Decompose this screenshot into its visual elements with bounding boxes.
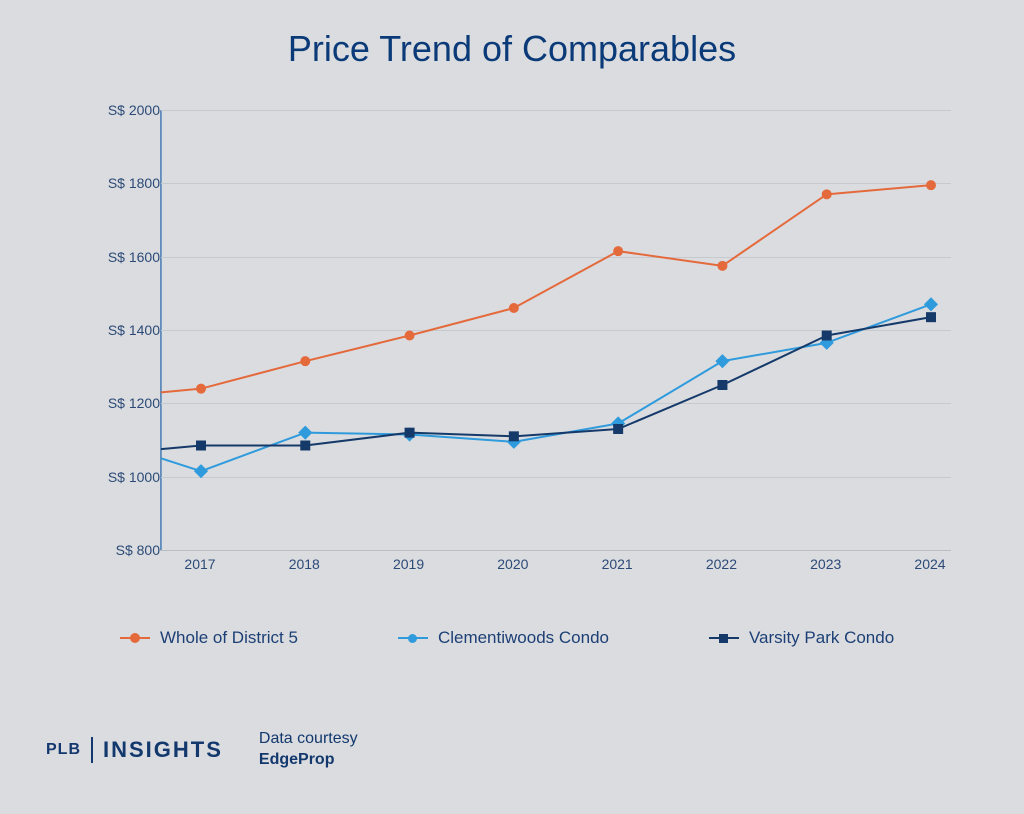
x-axis-label: 2022 — [706, 556, 737, 572]
page-root: Price Trend of Comparables S$ 800 S$ 1000… — [0, 0, 1024, 814]
series-marker — [300, 441, 310, 451]
series-marker — [715, 354, 729, 368]
series-marker — [717, 261, 727, 271]
series-marker — [613, 246, 623, 256]
x-axis-label: 2018 — [289, 556, 320, 572]
legend-swatch-district5 — [120, 637, 150, 639]
series-marker — [509, 303, 519, 313]
series-marker — [822, 331, 832, 341]
plot-area — [160, 110, 951, 551]
series-line — [161, 185, 931, 392]
chart-lines — [161, 110, 951, 550]
legend: Whole of District 5 Clementiwoods Condo … — [120, 618, 940, 658]
chart-title: Price Trend of Comparables — [0, 28, 1024, 70]
y-axis-label: S$ 1600 — [80, 249, 160, 265]
series-marker — [613, 424, 623, 434]
brand-small: PLB — [46, 741, 81, 759]
courtesy-line1: Data courtesy — [259, 729, 358, 750]
series-marker — [509, 431, 519, 441]
legend-item-district5: Whole of District 5 — [120, 628, 298, 648]
legend-swatch-varsity — [709, 637, 739, 639]
data-courtesy: Data courtesy EdgeProp — [259, 729, 358, 771]
brand-logo: PLB INSIGHTS — [46, 737, 223, 763]
series-marker — [926, 180, 936, 190]
y-axis-label: S$ 2000 — [80, 102, 160, 118]
chart-area: S$ 800 S$ 1000 S$ 1200 S$ 1400 S$ 1600 S$ 180… — [70, 100, 970, 600]
series-marker — [926, 312, 936, 322]
series-marker — [717, 380, 727, 390]
legend-item-clementiwoods: Clementiwoods Condo — [398, 628, 609, 648]
series-marker — [405, 331, 415, 341]
brand-separator — [91, 737, 93, 763]
brand-big: INSIGHTS — [103, 737, 223, 763]
series-marker — [924, 297, 938, 311]
x-axis-label: 2023 — [810, 556, 841, 572]
series-line — [161, 317, 931, 449]
series-marker — [822, 189, 832, 199]
series-marker — [300, 356, 310, 366]
x-axis-label: 2017 — [184, 556, 215, 572]
y-axis-label: S$ 1400 — [80, 322, 160, 338]
series-marker — [196, 384, 206, 394]
series-marker — [194, 464, 208, 478]
y-axis-label: S$ 1200 — [80, 395, 160, 411]
series-marker — [196, 441, 206, 451]
legend-label: Clementiwoods Condo — [438, 628, 609, 648]
series-marker — [405, 428, 415, 438]
x-axis-label: 2024 — [914, 556, 945, 572]
x-axis-label: 2019 — [393, 556, 424, 572]
footer: PLB INSIGHTS Data courtesy EdgeProp — [46, 720, 946, 780]
series-marker — [298, 426, 312, 440]
courtesy-line2: EdgeProp — [259, 750, 358, 771]
legend-item-varsity: Varsity Park Condo — [709, 628, 894, 648]
legend-label: Varsity Park Condo — [749, 628, 894, 648]
x-axis-label: 2020 — [497, 556, 528, 572]
x-axis-label: 2021 — [602, 556, 633, 572]
y-axis-label: S$ 1800 — [80, 175, 160, 191]
y-axis-label: S$ 800 — [80, 542, 160, 558]
y-axis-label: S$ 1000 — [80, 469, 160, 485]
legend-label: Whole of District 5 — [160, 628, 298, 648]
legend-swatch-clementiwoods — [398, 637, 428, 639]
